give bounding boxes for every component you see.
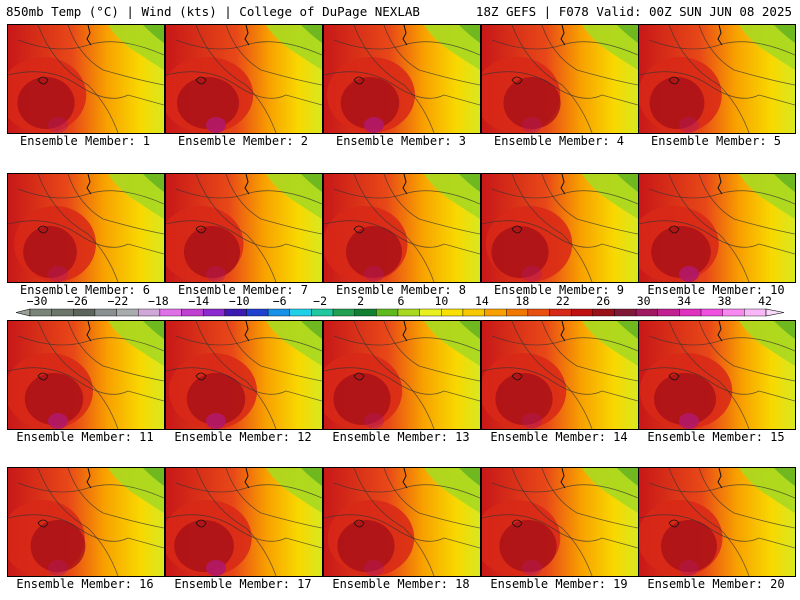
- colorbar-tick-label: 22: [555, 294, 570, 308]
- colorbar-swatch: [679, 308, 702, 317]
- ensemble-member-label: Ensemble Member: 11: [16, 430, 154, 444]
- colorbar-tick-label: −22: [107, 294, 129, 308]
- colorbar-tick-label: −6: [272, 294, 287, 308]
- colorbar-swatch: [592, 308, 615, 317]
- colorbar-tick-label: 14: [474, 294, 489, 308]
- colorbar-swatch: [181, 308, 204, 317]
- ensemble-map-panel: [638, 320, 796, 430]
- ensemble-map-panel: [481, 320, 639, 430]
- colorbar-swatch: [29, 308, 52, 317]
- colorbar-swatch: [289, 308, 312, 317]
- colorbar-tick-label: 38: [717, 294, 732, 308]
- ensemble-member-label: Ensemble Member: 4: [493, 134, 625, 148]
- ensemble-member-label: Ensemble Member: 13: [332, 430, 470, 444]
- colorbar-tick-label: 10: [434, 294, 449, 308]
- ensemble-member-label: Ensemble Member: 9: [493, 283, 625, 297]
- ensemble-member-label: Ensemble Member: 10: [647, 283, 785, 297]
- ensemble-member-label: Ensemble Member: 6: [19, 283, 151, 297]
- colorbar-swatch: [614, 308, 637, 317]
- ensemble-member-label: Ensemble Member: 8: [335, 283, 467, 297]
- ensemble-map-panel: [638, 467, 796, 577]
- colorbar-swatch: [116, 308, 139, 317]
- ensemble-member-label: Ensemble Member: 12: [174, 430, 312, 444]
- map-title: 850mb Temp (°C) | Wind (kts) | College o…: [6, 4, 420, 19]
- colorbar-swatch: [657, 308, 680, 317]
- ensemble-map-panel: [481, 24, 639, 134]
- colorbar-swatch: [73, 308, 96, 317]
- colorbar-tick-label: 2: [357, 294, 365, 308]
- ensemble-map-panel: [323, 24, 481, 134]
- ensemble-map-panel: [638, 173, 796, 283]
- ensemble-member-label: Ensemble Member: 7: [177, 283, 309, 297]
- ensemble-member-label: Ensemble Member: 1: [19, 134, 151, 148]
- ensemble-member-label: Ensemble Member: 5: [650, 134, 782, 148]
- colorbar-tick-label: −30: [26, 294, 48, 308]
- colorbar-swatch: [397, 308, 420, 317]
- ensemble-map-panel: [323, 320, 481, 430]
- ensemble-member-label: Ensemble Member: 2: [177, 134, 309, 148]
- colorbar-swatch: [744, 308, 767, 317]
- colorbar-swatch: [722, 308, 745, 317]
- colorbar-tick-label: −14: [188, 294, 210, 308]
- colorbar-swatch: [419, 308, 442, 317]
- ensemble-map-panel: [481, 173, 639, 283]
- colorbar-swatch: [635, 308, 658, 317]
- colorbar-swatch: [570, 308, 594, 317]
- colorbar-swatch: [267, 308, 290, 317]
- temperature-colorbar: −30 −26 −22 −18 −14 −10 −6 −2 2 6 10 14 18 22 26 30 34 38…: [0, 294, 800, 320]
- colorbar-swatch: [311, 308, 334, 317]
- colorbar-tick-label: −10: [228, 294, 250, 308]
- colorbar-tick-label: 26: [596, 294, 611, 308]
- ensemble-member-label: Ensemble Member: 3: [335, 134, 467, 148]
- ensemble-member-label: Ensemble Member: 18: [332, 577, 470, 591]
- ensemble-map-panel: [165, 24, 323, 134]
- colorbar-swatch: [462, 308, 485, 317]
- ensemble-member-label: Ensemble Member: 15: [647, 430, 785, 444]
- colorbar-swatch: [484, 308, 507, 317]
- ensemble-map-panel: [165, 173, 323, 283]
- colorbar-tick-label: 18: [515, 294, 530, 308]
- colorbar-swatch: [224, 308, 247, 317]
- ensemble-map-panel: [7, 467, 165, 577]
- ensemble-map-panel: [323, 173, 481, 283]
- ensemble-map-panel: [481, 467, 639, 577]
- colorbar-swatch: [376, 308, 399, 317]
- ensemble-map-panel: [7, 320, 165, 430]
- colorbar-swatch: [527, 308, 550, 317]
- ensemble-member-label: Ensemble Member: 19: [490, 577, 628, 591]
- ensemble-member-label: Ensemble Member: 17: [174, 577, 312, 591]
- ensemble-map-panel: [165, 467, 323, 577]
- ensemble-map-panel: [7, 24, 165, 134]
- ensemble-member-label: Ensemble Member: 16: [16, 577, 154, 591]
- colorbar-scale: [15, 308, 785, 317]
- ensemble-map-panel: [323, 467, 481, 577]
- ensemble-map-panel: [7, 173, 165, 283]
- colorbar-tick-label: 30: [636, 294, 651, 308]
- colorbar-tick-label: 6: [397, 294, 405, 308]
- colorbar-swatch: [354, 308, 377, 317]
- colorbar-tick-label: −18: [147, 294, 169, 308]
- colorbar-swatch: [94, 308, 117, 317]
- colorbar-tick-label: −2: [313, 294, 328, 308]
- colorbar-swatch: [700, 308, 723, 317]
- ensemble-map-panel: [638, 24, 796, 134]
- colorbar-swatch: [246, 308, 269, 317]
- colorbar-tick-label: 34: [677, 294, 692, 308]
- colorbar-swatch: [202, 308, 226, 317]
- colorbar-tick-label: 42: [758, 294, 772, 308]
- colorbar-swatch: [549, 308, 572, 317]
- model-run-info: 18Z GEFS | F078 Valid: 00Z SUN JUN 08 20…: [475, 4, 792, 19]
- colorbar-swatch: [332, 308, 355, 317]
- ensemble-member-label: Ensemble Member: 20: [647, 577, 785, 591]
- colorbar-swatch: [506, 308, 529, 317]
- ensemble-member-label: Ensemble Member: 14: [490, 430, 628, 444]
- colorbar-tick-label: −26: [67, 294, 88, 308]
- colorbar-swatch: [51, 308, 74, 317]
- colorbar-swatch: [441, 308, 464, 317]
- colorbar-swatch: [138, 308, 161, 317]
- colorbar-swatch: [159, 308, 182, 317]
- ensemble-map-panel: [165, 320, 323, 430]
